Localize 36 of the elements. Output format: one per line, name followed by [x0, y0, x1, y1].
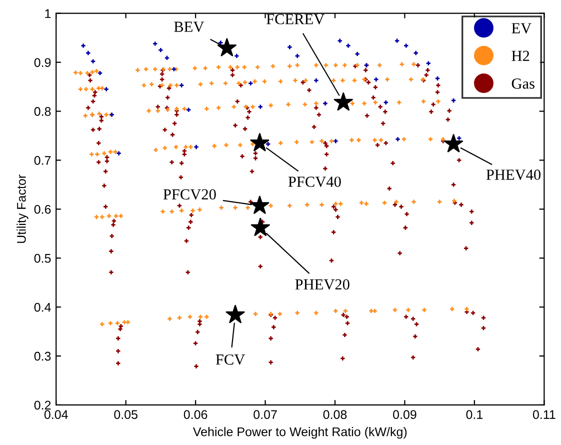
x-tick-label: 0.08 — [323, 410, 347, 419]
annotation: PFCV20 — [163, 189, 216, 200]
x-axis-title: Vehicle Power to Weight Ratio (kW/kg) — [192, 427, 407, 439]
annotation: BEV — [174, 22, 204, 32]
y-axis-title: Utility Factor — [16, 174, 28, 243]
x-tick-label: 0.09 — [393, 410, 416, 419]
y-tick-label: 0.8 — [34, 107, 51, 116]
point — [250, 132, 270, 152]
point — [217, 38, 237, 57]
y-tick-label: 0.4 — [34, 302, 51, 312]
point — [250, 195, 270, 214]
annotation: FCEREV — [266, 14, 324, 24]
point — [250, 217, 270, 236]
x-tick-label: 0.11 — [532, 410, 556, 419]
x-tick-label: 0.04 — [44, 410, 68, 419]
point — [334, 92, 354, 111]
y-tick-label: 0.6 — [34, 204, 51, 214]
annotation: PFCV40 — [288, 176, 341, 187]
annotation: PHEV20 — [295, 279, 350, 290]
y-tick-label: 0.3 — [34, 352, 51, 361]
y-tick-label: 0.9 — [34, 58, 51, 67]
x-tick-label: 0.1 — [466, 410, 483, 419]
point — [225, 304, 246, 324]
legend-label: H2 — [512, 50, 530, 61]
x-tick-label: 0.05 — [114, 410, 138, 419]
annotation: PHEV40 — [486, 170, 541, 180]
x-tick-label: 0.07 — [254, 410, 277, 419]
legend-label: EV — [512, 23, 532, 34]
y-tick-label: 1 — [45, 9, 51, 18]
point — [444, 134, 464, 152]
legend-label: Gas — [512, 78, 534, 89]
annotation: FCV — [216, 354, 245, 365]
x-tick-label: 0.06 — [184, 410, 208, 419]
y-tick-label: 0.7 — [34, 156, 51, 165]
y-tick-label: 0.5 — [34, 254, 51, 263]
y-tick-label: 0.2 — [34, 400, 51, 410]
